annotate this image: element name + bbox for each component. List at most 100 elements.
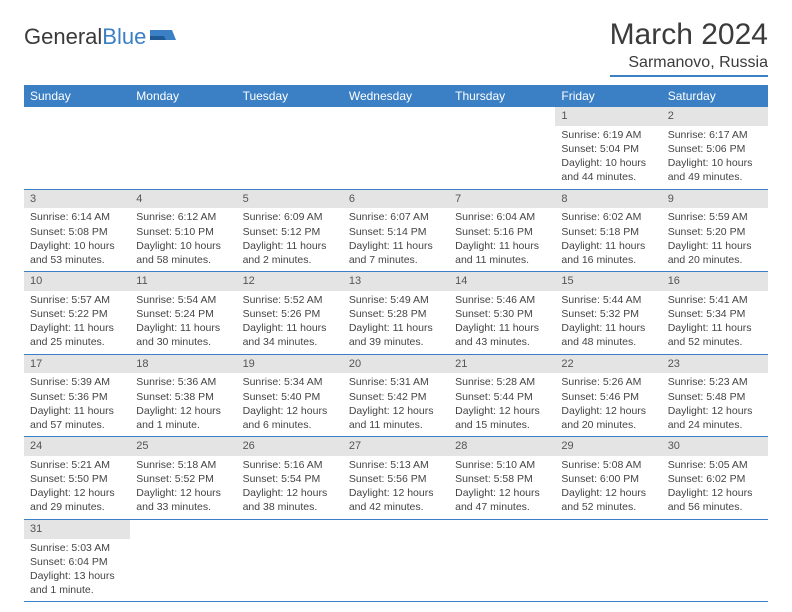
day-line: Sunrise: 6:12 AM <box>136 210 230 224</box>
day-content: Sunrise: 6:12 AMSunset: 5:10 PMDaylight:… <box>130 208 236 271</box>
day-header: Sunday <box>24 85 130 107</box>
day-number: 16 <box>662 272 768 291</box>
day-content <box>130 126 236 132</box>
logo: GeneralBlue <box>24 18 176 50</box>
day-number: 15 <box>555 272 661 291</box>
day-line: Sunrise: 6:17 AM <box>668 128 762 142</box>
day-line: Daylight: 11 hours <box>349 321 443 335</box>
day-line: Daylight: 12 hours <box>561 404 655 418</box>
day-line: Sunset: 6:00 PM <box>561 472 655 486</box>
day-number: 14 <box>449 272 555 291</box>
day-line: Sunset: 5:14 PM <box>349 225 443 239</box>
day-line: Sunset: 5:18 PM <box>561 225 655 239</box>
day-content: Sunrise: 6:09 AMSunset: 5:12 PMDaylight:… <box>237 208 343 271</box>
calendar-day-cell: 7Sunrise: 6:04 AMSunset: 5:16 PMDaylight… <box>449 189 555 272</box>
day-content <box>555 539 661 545</box>
day-line: and 6 minutes. <box>243 418 337 432</box>
day-line: Daylight: 12 hours <box>30 486 124 500</box>
day-content: Sunrise: 5:34 AMSunset: 5:40 PMDaylight:… <box>237 373 343 436</box>
day-number: 10 <box>24 272 130 291</box>
day-number <box>237 107 343 126</box>
day-content: Sunrise: 6:07 AMSunset: 5:14 PMDaylight:… <box>343 208 449 271</box>
day-line: Sunset: 5:46 PM <box>561 390 655 404</box>
day-number <box>237 520 343 539</box>
calendar-day-cell: 31Sunrise: 5:03 AMSunset: 6:04 PMDayligh… <box>24 519 130 602</box>
day-number: 17 <box>24 355 130 374</box>
calendar-week-row: 31Sunrise: 5:03 AMSunset: 6:04 PMDayligh… <box>24 519 768 602</box>
day-header: Friday <box>555 85 661 107</box>
day-line: Daylight: 11 hours <box>349 239 443 253</box>
day-line: Sunset: 5:26 PM <box>243 307 337 321</box>
day-line: Sunrise: 5:41 AM <box>668 293 762 307</box>
day-number: 26 <box>237 437 343 456</box>
day-line: and 49 minutes. <box>668 170 762 184</box>
day-line: Daylight: 12 hours <box>136 404 230 418</box>
day-line: and 43 minutes. <box>455 335 549 349</box>
day-line: Sunrise: 5:59 AM <box>668 210 762 224</box>
calendar-day-cell: 16Sunrise: 5:41 AMSunset: 5:34 PMDayligh… <box>662 272 768 355</box>
title-block: March 2024 Sarmanovo, Russia <box>610 18 768 77</box>
calendar-day-cell: 5Sunrise: 6:09 AMSunset: 5:12 PMDaylight… <box>237 189 343 272</box>
day-number: 11 <box>130 272 236 291</box>
day-line: Daylight: 10 hours <box>561 156 655 170</box>
calendar-day-cell: 6Sunrise: 6:07 AMSunset: 5:14 PMDaylight… <box>343 189 449 272</box>
day-line: Sunrise: 5:34 AM <box>243 375 337 389</box>
day-number: 27 <box>343 437 449 456</box>
day-line: Sunset: 5:38 PM <box>136 390 230 404</box>
day-number: 31 <box>24 520 130 539</box>
calendar-day-cell: 12Sunrise: 5:52 AMSunset: 5:26 PMDayligh… <box>237 272 343 355</box>
day-line: Daylight: 12 hours <box>349 486 443 500</box>
calendar-day-cell: 4Sunrise: 6:12 AMSunset: 5:10 PMDaylight… <box>130 189 236 272</box>
day-line: and 52 minutes. <box>561 500 655 514</box>
day-header: Thursday <box>449 85 555 107</box>
day-line: and 33 minutes. <box>136 500 230 514</box>
calendar-empty-cell <box>343 107 449 189</box>
day-number: 24 <box>24 437 130 456</box>
day-content: Sunrise: 5:08 AMSunset: 6:00 PMDaylight:… <box>555 456 661 519</box>
day-number: 5 <box>237 190 343 209</box>
calendar-day-cell: 10Sunrise: 5:57 AMSunset: 5:22 PMDayligh… <box>24 272 130 355</box>
day-line: and 39 minutes. <box>349 335 443 349</box>
calendar-day-cell: 14Sunrise: 5:46 AMSunset: 5:30 PMDayligh… <box>449 272 555 355</box>
day-line: Daylight: 11 hours <box>561 321 655 335</box>
day-line: and 53 minutes. <box>30 253 124 267</box>
day-line: and 2 minutes. <box>243 253 337 267</box>
day-line: Daylight: 12 hours <box>561 486 655 500</box>
day-content: Sunrise: 5:36 AMSunset: 5:38 PMDaylight:… <box>130 373 236 436</box>
day-line: Sunset: 5:10 PM <box>136 225 230 239</box>
day-number: 25 <box>130 437 236 456</box>
calendar-day-cell: 3Sunrise: 6:14 AMSunset: 5:08 PMDaylight… <box>24 189 130 272</box>
calendar-empty-cell <box>449 107 555 189</box>
day-line: Sunrise: 5:46 AM <box>455 293 549 307</box>
day-content: Sunrise: 5:21 AMSunset: 5:50 PMDaylight:… <box>24 456 130 519</box>
day-line: Sunrise: 6:09 AM <box>243 210 337 224</box>
day-number <box>449 520 555 539</box>
day-line: and 42 minutes. <box>349 500 443 514</box>
day-line: Daylight: 11 hours <box>455 239 549 253</box>
calendar-day-cell: 25Sunrise: 5:18 AMSunset: 5:52 PMDayligh… <box>130 437 236 520</box>
day-line: Sunset: 5:34 PM <box>668 307 762 321</box>
day-line: Sunset: 5:28 PM <box>349 307 443 321</box>
day-line: Sunrise: 6:19 AM <box>561 128 655 142</box>
day-header: Wednesday <box>343 85 449 107</box>
day-line: Sunset: 5:56 PM <box>349 472 443 486</box>
day-line: Sunset: 5:52 PM <box>136 472 230 486</box>
day-line: and 20 minutes. <box>668 253 762 267</box>
day-line: Daylight: 12 hours <box>349 404 443 418</box>
day-content: Sunrise: 5:03 AMSunset: 6:04 PMDaylight:… <box>24 539 130 602</box>
day-line: and 38 minutes. <box>243 500 337 514</box>
day-line: Sunrise: 5:31 AM <box>349 375 443 389</box>
calendar-day-cell: 13Sunrise: 5:49 AMSunset: 5:28 PMDayligh… <box>343 272 449 355</box>
day-content: Sunrise: 5:28 AMSunset: 5:44 PMDaylight:… <box>449 373 555 436</box>
calendar-week-row: 17Sunrise: 5:39 AMSunset: 5:36 PMDayligh… <box>24 354 768 437</box>
day-line: Sunrise: 5:28 AM <box>455 375 549 389</box>
day-line: Sunset: 5:20 PM <box>668 225 762 239</box>
day-line: Sunset: 5:32 PM <box>561 307 655 321</box>
day-number: 21 <box>449 355 555 374</box>
day-content: Sunrise: 5:26 AMSunset: 5:46 PMDaylight:… <box>555 373 661 436</box>
day-line: Daylight: 11 hours <box>455 321 549 335</box>
day-line: and 44 minutes. <box>561 170 655 184</box>
calendar-week-row: 10Sunrise: 5:57 AMSunset: 5:22 PMDayligh… <box>24 272 768 355</box>
day-number: 30 <box>662 437 768 456</box>
day-line: Sunrise: 5:23 AM <box>668 375 762 389</box>
